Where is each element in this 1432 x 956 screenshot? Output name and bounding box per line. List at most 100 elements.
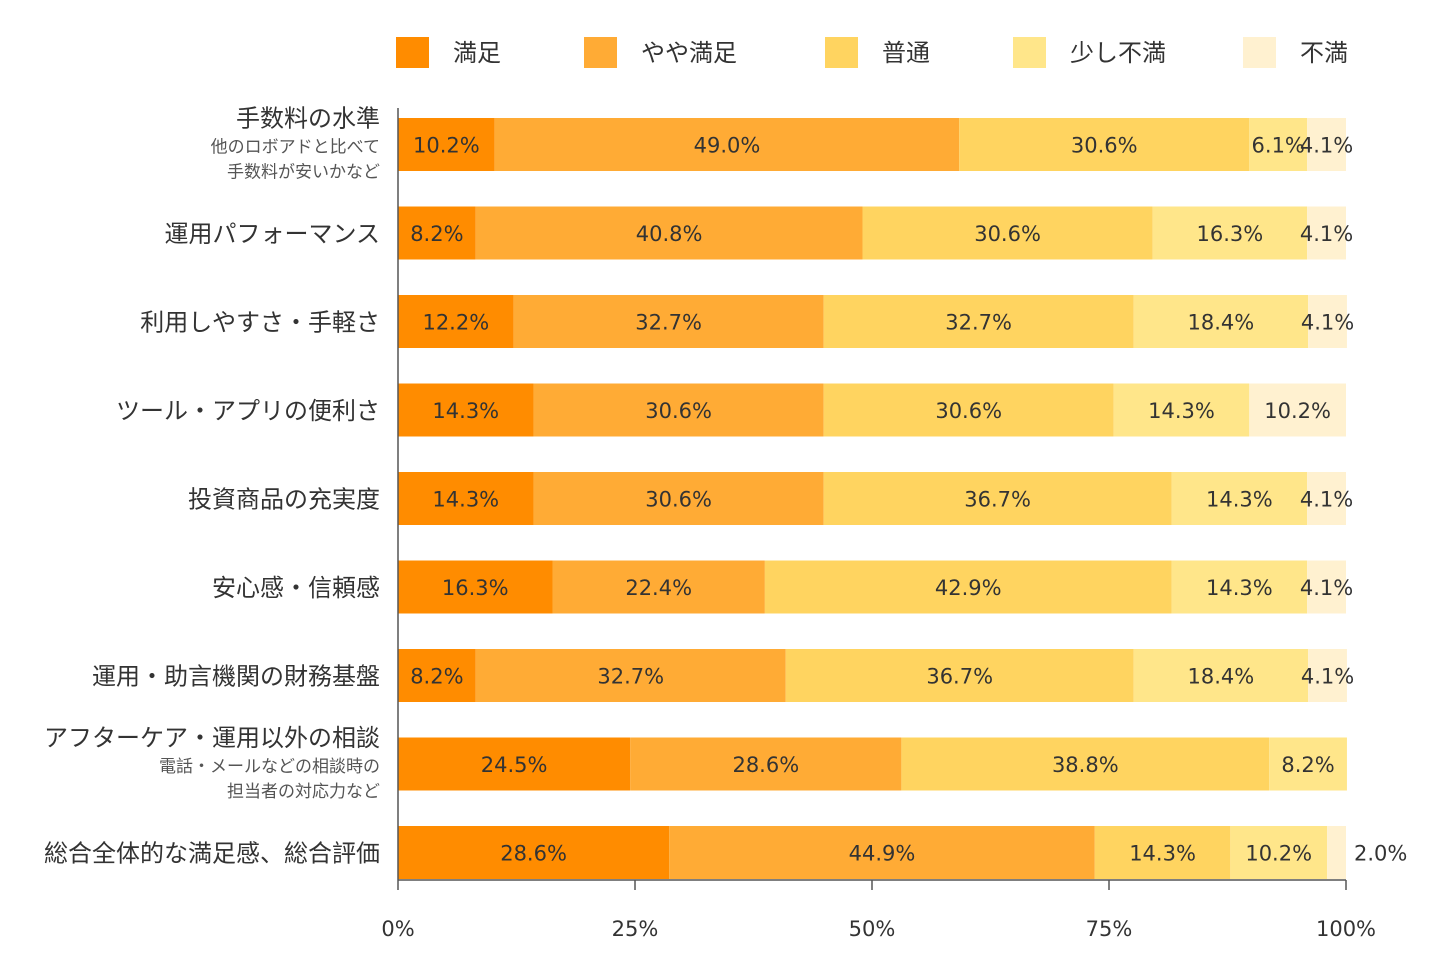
value-label-3-3: 14.3% [1148,399,1215,423]
value-label-1-3: 16.3% [1197,222,1264,246]
value-label-4-1: 30.6% [645,488,712,512]
category-labels: 手数料の水準他のロボアドと比べて手数料が安いかなど運用パフォーマンス利用しやすさ… [44,105,380,868]
value-label-5-1: 22.4% [625,576,692,600]
value-label-5-0: 16.3% [442,576,509,600]
value-label-8-2: 14.3% [1129,842,1196,866]
bar-segment-0-0 [398,118,495,171]
legend-label-0: 満足 [453,39,501,67]
bar-segment-5-1 [552,560,765,614]
bar-segment-0-3 [1249,118,1308,171]
value-label-4-0: 14.3% [432,488,499,512]
value-label-7-0: 24.5% [481,753,548,777]
legend-label-3: 少し不満 [1070,39,1166,67]
value-label-0-0: 10.2% [413,134,480,158]
x-tick-label-2: 50% [849,917,896,941]
value-label-6-0: 8.2% [410,665,463,689]
category-note-0-1: 手数料が安いかなど [227,163,380,183]
bar-segment-2-0 [398,295,514,348]
bar-segment-4-1 [533,472,824,525]
category-label-6: 運用・助言機関の財務基盤 [92,663,380,691]
value-label-6-4: 4.1% [1301,665,1354,689]
bar-segment-2-1 [513,295,824,348]
value-label-0-3: 6.1% [1252,134,1305,158]
bar-segment-8-0 [398,826,670,879]
x-axis: 0% 25% 50% 75% 100% [381,108,1376,941]
bar-segment-8-2 [1094,826,1231,879]
value-label-4-4: 4.1% [1300,488,1353,512]
bar-segment-7-3 [1269,737,1347,791]
bar-segment-6-3 [1133,649,1309,702]
category-label-1: 運用パフォーマンス [164,220,380,248]
value-label-2-0: 12.2% [422,311,489,335]
bar-segment-3-1 [533,383,824,437]
legend-label-4: 不満 [1300,39,1348,67]
bar-segment-8-3 [1230,826,1328,879]
value-label-2-1: 32.7% [635,311,702,335]
value-label-7-1: 28.6% [732,753,799,777]
bar-segment-1-4 [1307,206,1346,260]
x-tick-label-4: 100% [1316,917,1376,941]
category-label-7: アフターケア・運用以外の相談 [44,724,380,752]
value-label-3-0: 14.3% [432,399,499,423]
category-label-0: 手数料の水準 [236,105,380,133]
value-label-3-1: 30.6% [645,399,712,423]
bar-segment-7-1 [630,737,902,791]
bar-segment-7-2 [901,737,1270,791]
value-label-7-2: 38.8% [1052,753,1119,777]
bar-segment-8-4 [1327,826,1346,879]
bar-segment-2-3 [1133,295,1309,348]
bar-segment-6-4 [1308,649,1347,702]
bar-segment-4-2 [823,472,1172,525]
value-label-2-3: 18.4% [1188,311,1255,335]
x-tick-label-0: 0% [381,917,414,941]
value-label-4-2: 36.7% [964,488,1031,512]
category-note-7-1: 担当者の対応力など [227,782,380,802]
value-label-2-4: 4.1% [1301,311,1354,335]
legend-swatch-2 [825,37,858,68]
value-label-0-1: 49.0% [694,134,761,158]
bar-segment-1-2 [862,206,1153,260]
value-label-5-4: 4.1% [1300,576,1353,600]
bar-segment-6-2 [785,649,1134,702]
category-note-0-0: 他のロボアドと比べて [211,138,380,158]
bar-segment-2-4 [1308,295,1347,348]
value-label-3-4: 10.2% [1264,399,1331,423]
bar-segment-3-3 [1113,383,1250,437]
bar-segment-6-1 [475,649,786,702]
value-label-1-4: 4.1% [1300,222,1353,246]
bar-segment-5-2 [764,560,1172,614]
category-label-5: 安心感・信頼感 [212,574,380,602]
legend-label-2: 普通 [882,39,930,67]
value-label-0-2: 30.6% [1071,134,1138,158]
value-label-6-3: 18.4% [1188,665,1255,689]
value-label-6-1: 32.7% [597,665,664,689]
value-label-1-2: 30.6% [974,222,1041,246]
bar-segment-4-4 [1307,472,1346,525]
category-note-7-0: 電話・メールなどの相談時の [159,757,380,777]
legend-label-1: やや満足 [641,39,737,67]
bar-segment-4-0 [398,472,534,525]
bar-segment-1-1 [475,206,863,260]
legend-swatch-1 [584,37,617,68]
bar-segment-0-2 [959,118,1250,171]
bar-segment-7-0 [398,737,631,791]
bar-segment-3-2 [823,383,1114,437]
legend-swatch-3 [1013,37,1046,68]
legend-swatch-4 [1243,37,1276,68]
bar-segment-8-1 [669,826,1095,879]
bar-segment-1-0 [398,206,476,260]
value-label-0-4: 4.1% [1300,134,1353,158]
value-label-1-1: 40.8% [636,222,703,246]
x-tick-label-3: 75% [1086,917,1133,941]
bar-segment-3-4 [1249,383,1346,437]
bar-segment-0-1 [494,118,960,171]
category-label-3: ツール・アプリの便利さ [116,397,380,425]
value-label-8-4: 2.0% [1354,842,1407,866]
value-label-1-0: 8.2% [410,222,463,246]
category-label-4: 投資商品の充実度 [188,486,380,514]
value-label-8-3: 10.2% [1245,842,1312,866]
value-label-2-2: 32.7% [945,311,1012,335]
value-label-7-3: 8.2% [1281,753,1334,777]
category-label-8: 総合全体的な満足感、総合評価 [44,840,380,868]
